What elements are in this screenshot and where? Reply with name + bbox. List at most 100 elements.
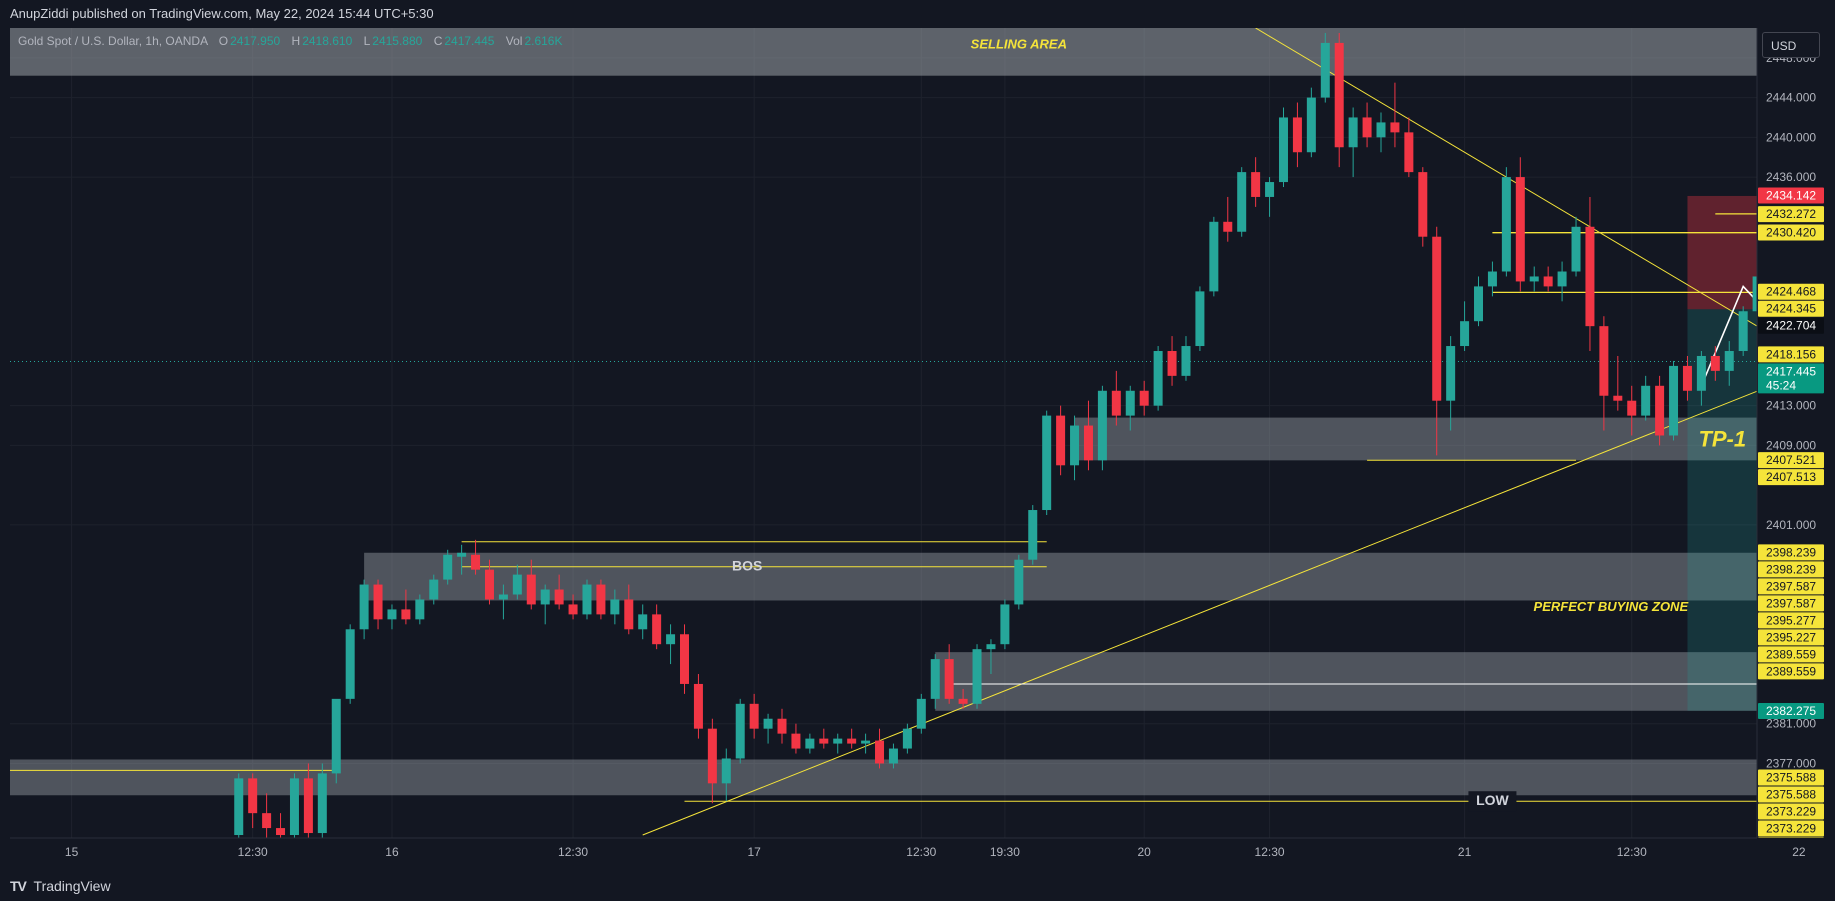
price-label-text: 2398.239 <box>1766 545 1816 559</box>
candle-body <box>972 649 982 704</box>
candle <box>1696 351 1706 406</box>
price-label: 2422.704 <box>1758 317 1824 334</box>
candle <box>401 589 411 625</box>
chart-zones <box>10 28 1757 796</box>
candle <box>540 584 550 625</box>
candle <box>1585 196 1595 352</box>
candle-body <box>693 683 703 729</box>
price-label-bg <box>1758 283 1824 300</box>
price-tick-label: 2409.000 <box>1766 438 1816 452</box>
candle <box>1111 370 1121 426</box>
time-tick-label: 19:30 <box>990 845 1020 859</box>
candle <box>359 579 369 640</box>
price-label-bg <box>1758 629 1824 646</box>
price-label-bg <box>1758 300 1824 317</box>
candle-body <box>1056 415 1066 466</box>
candle <box>888 743 898 769</box>
candle-body <box>1404 132 1414 173</box>
volume-label: Vol <box>505 34 523 48</box>
candle <box>554 574 564 610</box>
price-label: 2407.513 <box>1758 469 1824 486</box>
candle <box>1265 177 1275 217</box>
candle-body <box>624 599 634 630</box>
candle <box>289 773 299 838</box>
candle <box>387 604 397 630</box>
candle-body <box>735 703 745 759</box>
candle-body <box>1669 365 1679 436</box>
price-label-bg <box>1758 469 1824 486</box>
candle <box>986 639 996 675</box>
candle-body <box>345 629 355 699</box>
price-label-text: 2418.156 <box>1766 347 1816 361</box>
candle-body <box>1627 400 1637 416</box>
candle-body <box>1599 326 1609 396</box>
price-label: 2375.588 <box>1758 769 1824 786</box>
candle-body <box>387 609 397 620</box>
candle <box>1724 341 1734 386</box>
candles <box>234 32 1757 838</box>
footer: TV TradingView <box>0 872 1835 901</box>
candle-body <box>457 552 467 557</box>
price-label-bg <box>1758 595 1824 612</box>
candle <box>484 559 494 605</box>
price-label: 2398.239 <box>1758 544 1824 561</box>
candle <box>916 693 926 734</box>
candle-body <box>902 728 912 749</box>
price-label-text: 2382.275 <box>1766 704 1816 718</box>
candle-body <box>763 718 773 729</box>
candle-body <box>289 778 299 836</box>
candle <box>248 773 258 829</box>
candle <box>1460 301 1470 352</box>
selling-area-top-zone <box>10 28 1757 76</box>
candle-body <box>652 614 662 645</box>
time-tick-label: 16 <box>385 845 399 859</box>
price-label-text: 2373.229 <box>1766 804 1816 818</box>
published-by-text: AnupZiddi published on TradingView.com, … <box>10 6 434 21</box>
high-label: H <box>291 34 301 48</box>
candle-body <box>1585 226 1595 327</box>
candle-body <box>666 634 676 645</box>
candle <box>1083 400 1093 471</box>
price-label-text: 2422.704 <box>1766 319 1816 333</box>
price-tick-label: 2381.000 <box>1766 717 1816 731</box>
candle-body <box>944 659 954 699</box>
candle-body <box>373 584 383 620</box>
candle-body <box>1195 291 1205 347</box>
white-zigzag <box>1700 284 1757 387</box>
candle-body <box>276 828 286 836</box>
price-label: 2395.227 <box>1758 629 1824 646</box>
candle <box>1669 360 1679 441</box>
price-label: 2432.272 <box>1758 206 1824 223</box>
candle <box>735 698 745 764</box>
candle-body <box>1752 276 1757 312</box>
candle-body <box>819 738 829 744</box>
candle <box>373 579 383 630</box>
price-label: 2389.559 <box>1758 646 1824 663</box>
currency-button[interactable]: USD <box>1762 32 1820 58</box>
candle <box>1487 261 1497 297</box>
tradingview-logo-icon: TV <box>10 878 27 894</box>
candle-body <box>847 738 857 744</box>
price-label-text: 2407.521 <box>1766 453 1816 467</box>
price-label: 2434.142 <box>1758 187 1824 204</box>
candle-body <box>1432 236 1442 401</box>
candle <box>638 604 648 640</box>
low-zone <box>10 759 1757 796</box>
bos-label: BOS <box>732 557 762 573</box>
candle <box>847 728 857 749</box>
candle-body <box>1070 425 1080 466</box>
candle-body <box>958 698 968 704</box>
time-tick-label: 20 <box>1138 845 1152 859</box>
symbol-name: Gold Spot / U.S. Dollar, 1h, OANDA <box>18 34 208 48</box>
candle <box>1655 375 1665 446</box>
candle-body <box>234 778 244 836</box>
price-label-bg <box>1758 786 1824 803</box>
price-label: 2397.587 <box>1758 595 1824 612</box>
candle <box>680 624 689 694</box>
candle-body <box>568 604 578 615</box>
candle-body <box>1515 177 1525 282</box>
price-label-text: 2395.227 <box>1766 630 1816 644</box>
candle <box>1529 266 1539 292</box>
